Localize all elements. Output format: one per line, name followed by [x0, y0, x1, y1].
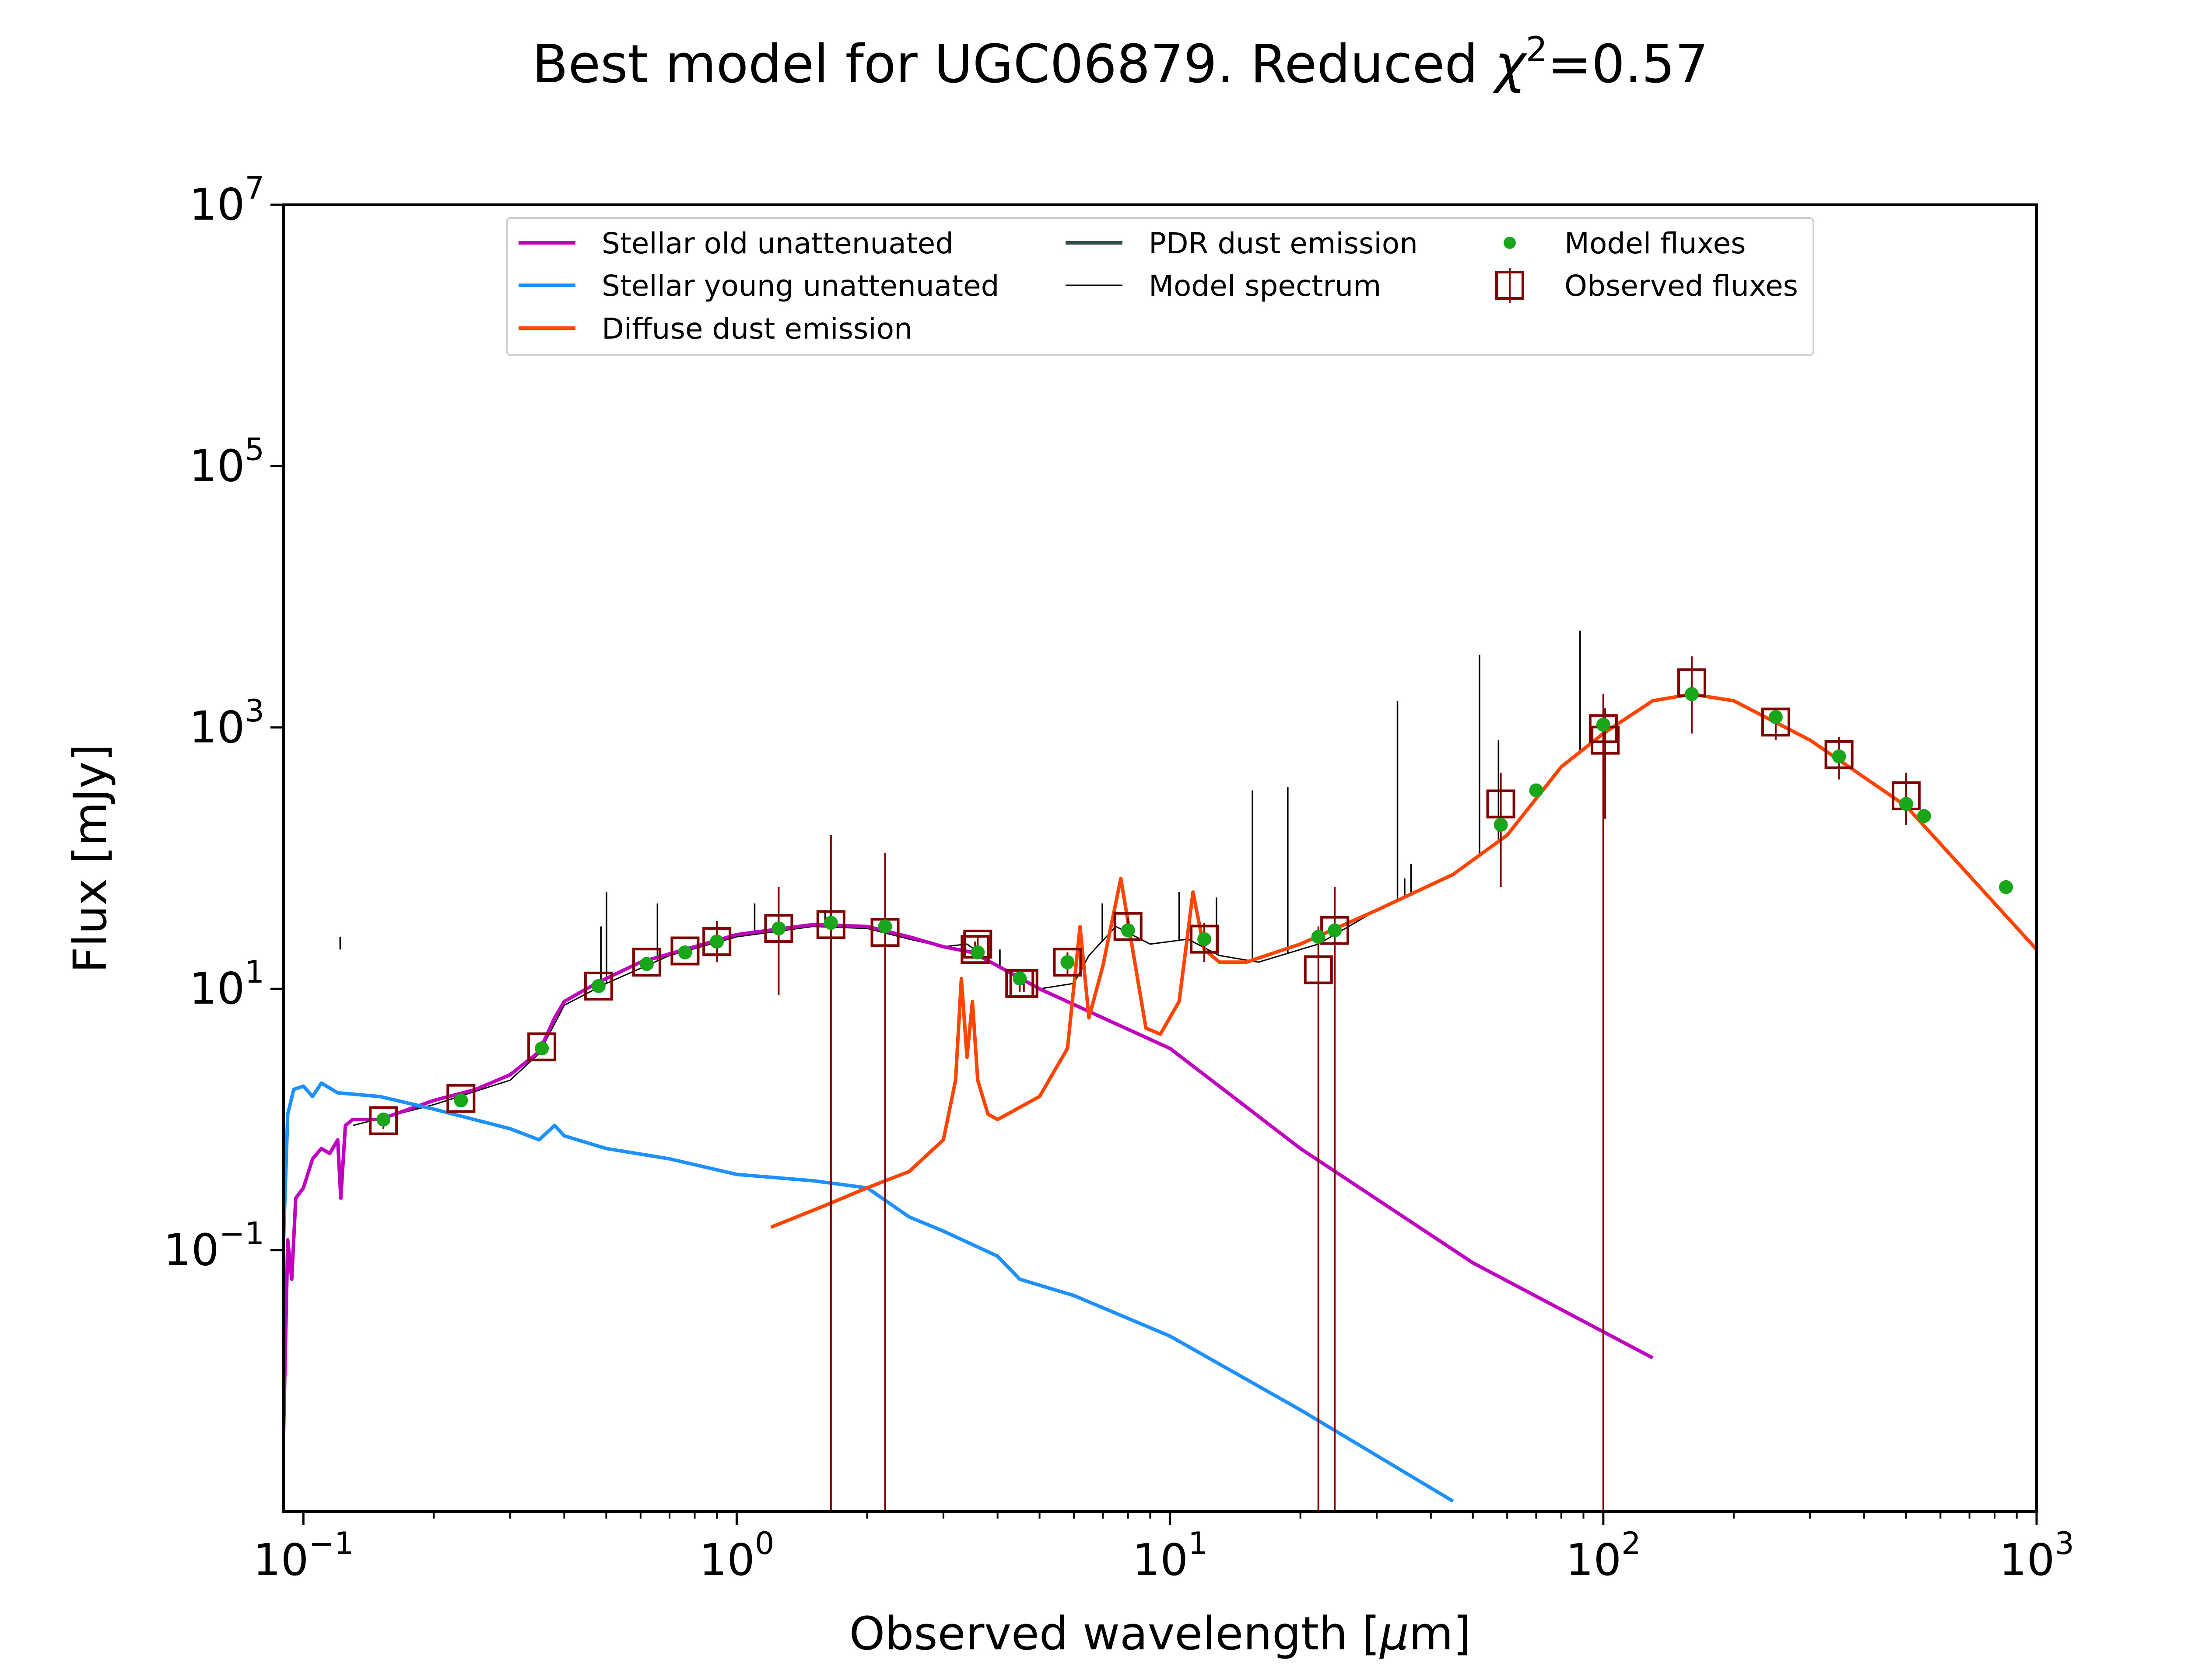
axis-ticks: 10−1 100 101 102 103 10−1 101 103 105 107 [164, 170, 2074, 1586]
observed-flux-marker [1761, 707, 1790, 737]
legend-label: Stellar young unattenuated [602, 269, 999, 303]
model-flux-point [1328, 923, 1342, 938]
y-axis-label: Flux [mJy] [63, 744, 117, 973]
legend-label: Model spectrum [1149, 269, 1381, 303]
y-tick-label: 10−1 [164, 1216, 264, 1276]
observed-flux-marker [632, 948, 661, 977]
legend-swatch [1495, 271, 1524, 300]
model-flux-point [1121, 923, 1135, 938]
model-flux-point [1197, 932, 1212, 946]
y-tick-label: 105 [189, 431, 264, 491]
legend-label: Stellar old unattenuated [602, 227, 954, 260]
model-flux-point [824, 916, 838, 930]
observed-flux-marker [1190, 924, 1219, 954]
observed-flux-marker [446, 1084, 476, 1113]
model-flux-point [1494, 818, 1508, 832]
model-flux-point [1060, 955, 1075, 970]
observed-flux-marker [584, 971, 613, 1001]
observed-flux-marker [961, 935, 990, 964]
model-flux-point [1999, 880, 2013, 894]
model-flux-point [678, 945, 692, 959]
stellar-old-line [284, 923, 1654, 1433]
x-tick-label: 100 [699, 1526, 775, 1586]
observed-flux-marker [870, 918, 900, 947]
observed-flux-marker [1304, 955, 1333, 984]
observed-flux-marker [1824, 740, 1854, 769]
model-flux-point [1917, 809, 1931, 823]
observed-flux-marker [369, 1106, 398, 1135]
model-flux-point [1899, 797, 1913, 811]
observed-flux-marker [702, 927, 732, 956]
x-tick-label: 103 [1999, 1526, 2074, 1586]
x-tick-label: 10−1 [253, 1526, 354, 1586]
observed-flux-marker [1009, 969, 1038, 998]
model-flux-point [1832, 749, 1846, 764]
legend-entry: Model spectrum [1066, 269, 1381, 303]
model-flux-point [591, 979, 606, 993]
model-flux-point [771, 921, 786, 936]
y-tick-label: 101 [189, 954, 264, 1014]
model-flux-point [1013, 971, 1027, 986]
x-axis-label: Observed wavelength [μm] [849, 1607, 1471, 1660]
stellar-young-line [284, 1081, 1454, 1503]
observed-flux-marker [670, 936, 700, 966]
legend-label: Model fluxes [1564, 227, 1746, 260]
legend-entry: Observed fluxes [1495, 268, 1798, 303]
observed-flux-marker [1486, 789, 1515, 819]
legend-label: PDR dust emission [1149, 227, 1418, 260]
chart-title: Best model for UGC06879. Reduced χ2=0.57 [532, 30, 1708, 95]
legend-entries: Stellar old unattenuated Stellar young un… [519, 227, 1798, 346]
legend-entry: Model fluxes [1504, 227, 1746, 260]
legend-label: Observed fluxes [1564, 269, 1798, 303]
x-tick-label: 101 [1133, 1526, 1208, 1586]
model-flux-point [1684, 687, 1699, 701]
x-tick-label: 102 [1566, 1526, 1641, 1586]
plot-frame [282, 203, 2038, 1513]
model-flux-point [376, 1112, 391, 1127]
y-tick-label: 107 [189, 170, 264, 230]
diffuse-dust-line [770, 692, 2037, 1229]
legend-entry: Diffuse dust emission [519, 312, 912, 346]
model-flux-point [878, 919, 892, 934]
legend-entry: Stellar young unattenuated [519, 269, 999, 303]
legend-entry: Stellar old unattenuated [519, 227, 954, 260]
model-flux-point [454, 1093, 468, 1108]
observed-flux-marker [1320, 916, 1350, 945]
observed-flux-marker [764, 914, 793, 943]
model-flux-point [1596, 718, 1610, 732]
plot-data [284, 630, 2037, 1512]
model-flux-point [535, 1041, 549, 1056]
model-flux-point [1311, 930, 1325, 944]
model-flux-point [710, 934, 724, 949]
model-spectrum-line [352, 693, 2037, 1127]
observed-flux-marker [1053, 948, 1082, 977]
legend-swatch [1504, 237, 1516, 249]
y-tick-label: 103 [189, 693, 264, 753]
legend: Stellar old unattenuated Stellar young un… [506, 217, 1814, 356]
legend-label: Diffuse dust emission [602, 312, 912, 346]
observed-flux-marker [1113, 912, 1143, 941]
observed-flux-marker [816, 910, 845, 939]
model-flux-point [1768, 710, 1783, 724]
model-flux-point [1529, 783, 1543, 798]
observed-flux-marker [527, 1032, 557, 1061]
observed-flux-marker [1588, 714, 1618, 743]
model-flux-point [971, 945, 985, 959]
legend-entry: PDR dust emission [1066, 227, 1418, 260]
legend-box [506, 217, 1814, 356]
model-flux-point [639, 957, 654, 971]
